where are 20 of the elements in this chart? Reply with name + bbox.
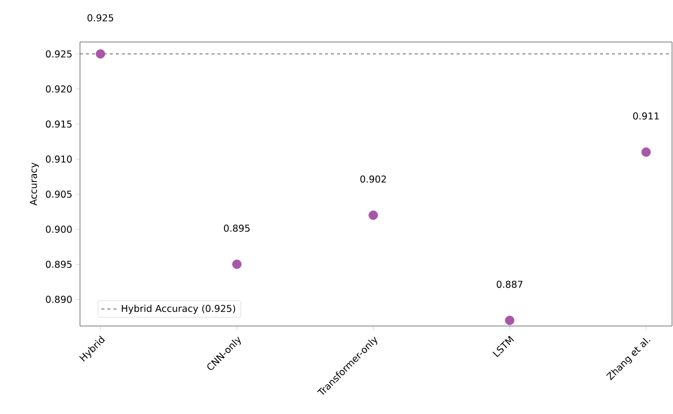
y-axis-title: Accuracy	[30, 162, 39, 206]
y-tick-label: 0.890	[46, 296, 72, 303]
y-tick-label: 0.920	[46, 85, 72, 93]
point	[368, 210, 378, 220]
y-tick-label: 0.925	[46, 50, 72, 58]
legend-label: Hybrid Accuracy (0.925)	[122, 304, 236, 314]
y-tick-label: 0.900	[46, 226, 72, 233]
y-tick-label: 0.905	[46, 190, 72, 198]
point	[232, 260, 242, 269]
y-tick-label: 0.910	[46, 156, 72, 163]
y-tick-label: 0.915	[46, 120, 72, 128]
y-tick-label: 0.895	[46, 260, 72, 268]
data-label: 0.925	[88, 14, 114, 22]
point	[641, 147, 651, 157]
data-label: 0.902	[360, 176, 386, 183]
data-label: 0.887	[496, 280, 522, 288]
point	[505, 316, 514, 326]
data-label: 0.895	[224, 224, 250, 232]
point	[96, 49, 106, 59]
data-label: 0.911	[633, 112, 659, 120]
